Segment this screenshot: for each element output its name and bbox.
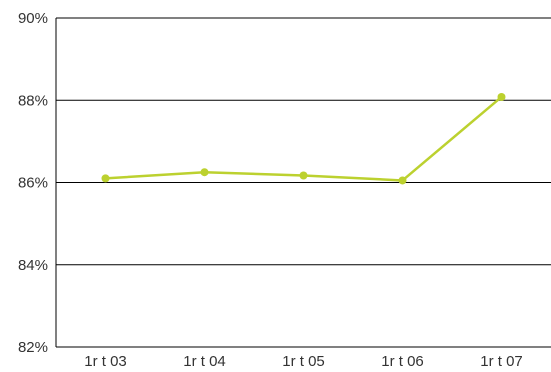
data-point [497, 92, 506, 101]
y-tick-label: 84% [18, 257, 48, 274]
y-tick-label: 90% [18, 10, 48, 27]
gridlines [56, 17, 551, 266]
y-tick-labels: 82% 84% 86% 88% 90% [18, 10, 48, 356]
data-point [299, 171, 308, 180]
y-tick-label: 82% [18, 339, 48, 356]
data-point [101, 174, 110, 183]
series [101, 92, 506, 185]
y-tick-label: 88% [18, 92, 48, 109]
data-point [200, 168, 209, 177]
data-point [398, 176, 407, 185]
x-tick-label: 1r t 07 [480, 353, 523, 370]
x-tick-label: 1r t 04 [183, 353, 226, 370]
x-tick-labels: 1r t 03 1r t 04 1r t 05 1r t 06 1r t 07 [84, 353, 523, 370]
x-tick-label: 1r t 03 [84, 353, 127, 370]
series-line [105, 96, 503, 182]
y-tick-label: 86% [18, 175, 48, 192]
axes [55, 18, 551, 348]
x-tick-label: 1r t 05 [282, 353, 325, 370]
x-tick-label: 1r t 06 [381, 353, 424, 370]
